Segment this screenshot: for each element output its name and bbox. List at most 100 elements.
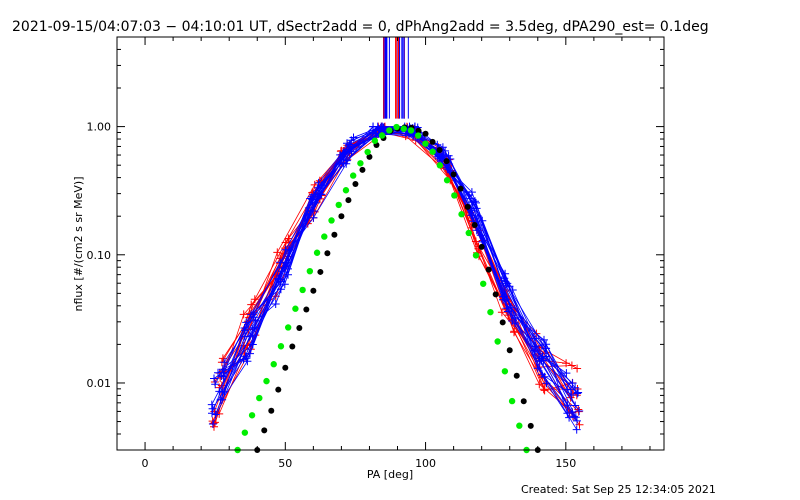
series-3-point [345,197,352,204]
series-2-point [465,229,472,237]
series-2-point [321,233,328,240]
series-0-line [218,128,579,412]
series-1-point [251,316,260,325]
series-1-point [565,413,574,422]
series-1-line [217,127,575,417]
series-0-line [219,126,571,398]
series-2-point [306,267,314,275]
series-1-line [215,126,578,415]
series-0-point [567,361,576,370]
series-1-point [533,364,542,373]
series-2-point [378,132,386,139]
series-1-point [467,211,476,220]
series-3-point [450,171,457,178]
x-axis: 0 50 100 150 [142,37,651,470]
series-1-point [216,395,225,404]
series-0-line [221,128,572,386]
series-2-point [299,286,306,294]
series-2-point [422,140,429,147]
series-2-point [364,148,371,156]
series-3-group [254,124,541,453]
series-1-point [339,152,348,161]
series-1-point [570,412,579,421]
series-2-point [516,422,523,429]
series-1-point [308,200,317,209]
series-3-point [485,266,492,273]
series-2-point [415,132,422,139]
series-1-point [563,409,572,418]
series-0-line [218,132,567,415]
x-tick-label: 0 [142,457,149,470]
series-3-point [422,130,429,137]
series-0-point [247,300,256,309]
series-1-point [214,368,222,377]
series-2-point [508,397,516,405]
chart-title: 2021-09-15/04:07:03 − 04:10:01 UT, dSect… [12,19,709,35]
series-0-point [281,238,290,247]
series-1-point [542,344,551,353]
x-axis-title: PA [deg] [367,468,413,481]
series-3-point [436,146,443,153]
series-0-line [212,132,579,422]
series-1-point [566,385,575,394]
series-1-point [443,165,452,174]
series-2-point [393,123,400,131]
series-1-point [573,389,582,398]
series-1-point [248,340,257,349]
series-2-point [480,280,487,287]
series-0-point [218,354,227,363]
series-2-point [371,137,379,144]
series-2-point [451,192,458,199]
y-axis: 0.01 0.10 1.00 [87,36,664,451]
series-3-point [261,427,268,434]
series-3-point [478,243,485,250]
series-1-point [501,269,510,278]
series-2-point [443,177,451,184]
series-3-point [457,185,464,192]
series-0-point [535,380,544,389]
series-2-point [292,305,299,312]
series-1-point [498,292,507,301]
x-tick-label: 150 [555,457,576,470]
series-3-point [415,127,422,134]
series-0-point [539,385,548,394]
series-1-line [211,128,573,414]
series-2-point [458,211,465,218]
series-1-point [575,407,584,415]
series-1-point [207,400,216,409]
series-0-point [497,308,506,317]
series-1-point [572,425,581,434]
series-3-point [443,158,450,165]
series-3-point [289,343,296,350]
series-1-point [574,388,583,397]
series-1-line [213,132,567,379]
series-1-point [280,280,289,289]
series-1-point [239,355,248,364]
series-1-point [243,357,252,366]
series-1-point [208,409,216,418]
series-1-point [568,379,577,388]
series-2-point [277,343,285,350]
series-1-point [567,391,576,399]
series-0-point [573,364,582,373]
series-3-point [275,386,282,393]
series-2-point [335,201,342,209]
series-1-point [279,263,288,272]
series-1-point [208,420,217,428]
y-tick-label: 0.01 [87,377,112,390]
y-tick-label: 0.10 [87,249,112,262]
series-0-group [208,122,584,431]
series-1-point [249,308,258,317]
series-0-line [219,129,574,394]
series-3-point [506,347,513,354]
series-3-point [520,398,527,405]
series-1-point [306,194,315,203]
series-2-point [342,187,350,194]
series-2-point [407,127,415,134]
series-2-point [487,308,494,316]
series-3-point [513,372,520,379]
series-1-point [303,211,312,220]
series-3-point [331,231,338,238]
series-3-point [366,153,373,160]
y-tick-label: 1.00 [87,121,112,134]
